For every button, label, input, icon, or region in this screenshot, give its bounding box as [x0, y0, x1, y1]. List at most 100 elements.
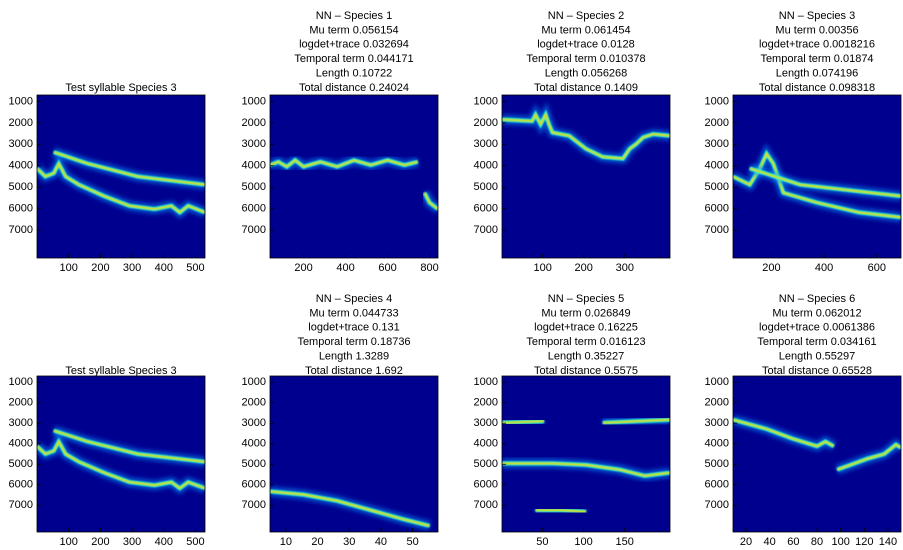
panel: Test syllable Species 3 1000 2000 3000 4000 5… — [9, 82, 206, 274]
y-tick-label: 2000 — [474, 397, 498, 409]
y-tick-label: 4000 — [474, 160, 498, 172]
y-tick-label: 6000 — [9, 203, 33, 215]
x-tick-label: 300 — [616, 262, 634, 274]
streak-core — [602, 418, 670, 424]
panel-annotation: Total distance 0.65528 — [762, 365, 872, 377]
panel: NN – Species 3 Mu term 0.00356 logdet+trac… — [705, 10, 902, 274]
y-tick-label: 6000 — [474, 479, 498, 491]
y-tick-label: 6000 — [242, 479, 266, 491]
spectrogram — [733, 143, 901, 223]
streak-core — [733, 152, 901, 219]
panel-annotation: Mu term 0.026849 — [541, 307, 630, 319]
x-tick-label: 400 — [336, 262, 354, 274]
y-tick-label: 7000 — [9, 499, 33, 511]
y-tick-label: 2000 — [242, 397, 266, 409]
y-tick-label: 7000 — [242, 499, 266, 511]
y-tick-label: 3000 — [9, 138, 33, 150]
x-tick-label: 100 — [60, 262, 78, 274]
x-tick-label: 600 — [378, 262, 396, 274]
panel-annotation: Temporal term 0.044171 — [294, 53, 413, 65]
panel-annotation: Length 0.074196 — [776, 68, 859, 80]
x-tick-label: 150 — [616, 536, 634, 548]
y-tick-label: 5000 — [9, 458, 33, 470]
panel-annotation: Total distance 0.5575 — [534, 365, 638, 377]
panel-annotation: Temporal term 0.016123 — [526, 336, 645, 348]
y-tick-label: 3000 — [9, 417, 33, 429]
streak-core — [37, 161, 205, 214]
axes-frame — [36, 375, 206, 533]
streak-core — [270, 490, 430, 527]
y-tick-label: 5000 — [9, 181, 33, 193]
streak-core — [502, 420, 545, 424]
x-tick-label: 100 — [831, 536, 849, 548]
y-tick-label: 1000 — [242, 95, 266, 107]
x-tick-label: 20 — [740, 536, 752, 548]
y-tick-label: 5000 — [705, 181, 729, 193]
axes-frame — [501, 94, 671, 259]
y-tick-label: 5000 — [242, 458, 266, 470]
panel-annotation: Total distance 1.692 — [305, 365, 403, 377]
panel-title: Test syllable Species 3 — [65, 365, 176, 377]
spectrogram — [733, 414, 901, 475]
y-tick-label: 5000 — [474, 181, 498, 193]
x-tick-label: 100 — [533, 262, 551, 274]
streak-core — [836, 443, 901, 471]
y-tick-label: 4000 — [705, 438, 729, 450]
panel-annotation: logdet+trace 0.131 — [308, 322, 399, 334]
x-tick-label: 200 — [91, 536, 109, 548]
panel-annotation: logdet+trace 0.032694 — [299, 39, 409, 51]
y-tick-label: 4000 — [242, 160, 266, 172]
panel-annotation: Mu term 0.062012 — [772, 307, 861, 319]
y-tick-label: 4000 — [242, 438, 266, 450]
panel-annotation: Mu term 0.044733 — [309, 307, 398, 319]
panel-annotation: Length 0.10722 — [316, 68, 392, 80]
panel: NN – Species 2 Mu term 0.061454 logdet+tra… — [474, 10, 671, 274]
streak-core — [37, 439, 205, 490]
x-tick-label: 40 — [764, 536, 776, 548]
panel: NN – Species 4 Mu term 0.044733 logdet+tra… — [242, 293, 439, 548]
y-tick-label: 4000 — [474, 438, 498, 450]
streak-core — [502, 462, 670, 477]
x-tick-label: 100 — [60, 536, 78, 548]
axes-frame — [501, 375, 671, 533]
panel-title: NN – Species 3 — [779, 10, 855, 22]
x-tick-label: 600 — [868, 262, 886, 274]
panel-annotation: Length 1.3289 — [319, 351, 389, 363]
panel-annotation: Length 0.35227 — [548, 351, 624, 363]
axes-frame — [269, 375, 439, 533]
x-tick-label: 200 — [294, 262, 312, 274]
y-tick-label: 3000 — [474, 138, 498, 150]
streak-core — [749, 167, 901, 197]
panel-annotation: Total distance 0.24024 — [299, 82, 409, 94]
x-tick-label: 50 — [536, 536, 548, 548]
panel-annotation: Mu term 0.056154 — [309, 24, 398, 36]
y-tick-label: 7000 — [474, 499, 498, 511]
panel: NN – Species 5 Mu term 0.026849 logdet+tra… — [474, 293, 671, 548]
y-tick-label: 7000 — [705, 224, 729, 236]
y-tick-label: 6000 — [705, 479, 729, 491]
x-tick-label: 120 — [855, 536, 873, 548]
y-tick-label: 1000 — [242, 376, 266, 388]
y-tick-label: 7000 — [242, 224, 266, 236]
y-tick-label: 2000 — [9, 397, 33, 409]
streak-core — [53, 429, 205, 463]
panel-annotation: Length 0.056268 — [545, 68, 628, 80]
spectrogram-background — [502, 376, 670, 532]
panel-annotation: Total distance 0.098318 — [759, 82, 875, 94]
x-tick-label: 20 — [311, 536, 323, 548]
spectrogram — [270, 153, 438, 214]
panel-annotation: Mu term 0.061454 — [541, 24, 630, 36]
panel-annotation: Temporal term 0.18736 — [297, 336, 410, 348]
streak-core — [270, 159, 418, 168]
panel-title: NN – Species 4 — [316, 293, 392, 305]
y-tick-label: 3000 — [474, 417, 498, 429]
y-tick-label: 2000 — [242, 117, 266, 129]
y-tick-label: 1000 — [474, 376, 498, 388]
panel-annotation: Temporal term 0.01874 — [760, 53, 873, 65]
spectrogram — [270, 486, 431, 531]
x-tick-label: 500 — [186, 262, 204, 274]
y-tick-label: 3000 — [242, 417, 266, 429]
streak-core — [53, 151, 205, 186]
streak-core — [535, 509, 587, 513]
panel-title: NN – Species 6 — [779, 293, 855, 305]
